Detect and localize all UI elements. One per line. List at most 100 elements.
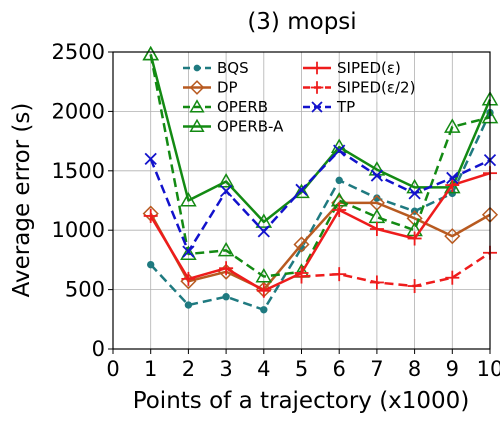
- y-tick-label: 2500: [52, 40, 105, 64]
- data-point: [332, 203, 347, 218]
- data-point: [182, 245, 195, 258]
- legend-label: BQS: [217, 59, 249, 77]
- data-point: [260, 306, 268, 314]
- data-point: [181, 271, 196, 286]
- data-point: [217, 241, 235, 257]
- x-tick-label: 10: [477, 357, 500, 381]
- data-point: [369, 275, 384, 290]
- legend-item: OPERB: [183, 98, 268, 116]
- data-point: [189, 118, 205, 132]
- data-point: [219, 184, 233, 198]
- y-axis-label: Average error (s): [9, 103, 35, 298]
- x-tick-label: 7: [370, 357, 383, 381]
- data-point: [310, 61, 324, 75]
- legend-label: OPERB: [217, 98, 268, 116]
- series-dp: [142, 194, 499, 298]
- data-point: [255, 268, 273, 283]
- legend-label: SIPED(ε): [337, 59, 401, 77]
- series-line: [149, 112, 492, 312]
- series-operb-a: [142, 45, 499, 228]
- legend-label: DP: [217, 79, 238, 97]
- data-point-stroke: [311, 101, 323, 113]
- legend-label: TP: [336, 98, 355, 116]
- series-line: [149, 171, 491, 293]
- data-point-stroke: [333, 144, 346, 157]
- legend-item: TP: [303, 98, 355, 116]
- data-point: [294, 269, 309, 284]
- data-point: [408, 187, 421, 200]
- y-tick-label: 1500: [52, 159, 105, 183]
- data-point: [311, 101, 323, 113]
- legend-item: SIPED(ε): [303, 59, 401, 77]
- data-point: [189, 99, 205, 113]
- x-axis-label: Points of a trajectory (x1000): [133, 388, 470, 414]
- data-point: [293, 236, 310, 253]
- data-point-stroke: [219, 184, 233, 198]
- data-point: [444, 118, 461, 133]
- data-point-stroke: [446, 171, 459, 185]
- data-point: [444, 178, 461, 194]
- data-point: [180, 191, 197, 207]
- legend-label: OPERB-A: [217, 118, 284, 136]
- x-tick-label: 0: [106, 357, 119, 381]
- series-line: [301, 251, 491, 288]
- data-point: [222, 293, 230, 301]
- series-line: [149, 149, 491, 253]
- x-tick-label: 5: [295, 357, 308, 381]
- x-tick-label: 9: [446, 357, 459, 381]
- legend-item: DP: [183, 79, 238, 97]
- data-point: [257, 225, 270, 238]
- data-point: [193, 64, 201, 72]
- data-point: [333, 144, 346, 157]
- data-point-stroke: [257, 225, 270, 238]
- data-point: [335, 176, 343, 185]
- legend-item: SIPED(ε/2): [303, 79, 415, 97]
- legend-item: OPERB-A: [183, 118, 284, 136]
- series-siped-2: [294, 245, 497, 294]
- data-point: [295, 183, 308, 196]
- chart-title: (3) mopsi: [247, 9, 356, 35]
- data-point: [332, 267, 347, 282]
- data-point: [255, 213, 273, 228]
- x-tick-label: 3: [219, 357, 232, 381]
- legend-label: SIPED(ε/2): [337, 79, 415, 97]
- y-tick-label: 1000: [52, 218, 105, 242]
- data-point: [256, 283, 271, 298]
- series-line: [149, 54, 492, 224]
- x-tick-label: 6: [333, 357, 346, 381]
- grid: [112, 51, 491, 350]
- data-point: [310, 81, 324, 94]
- x-tick-label: 4: [257, 357, 270, 381]
- data-point: [142, 45, 159, 61]
- data-point: [407, 279, 422, 294]
- y-tick-label: 0: [92, 337, 105, 361]
- y-tick-label: 2000: [52, 99, 105, 123]
- data-point: [407, 231, 422, 246]
- data-point: [444, 228, 461, 245]
- data-point-stroke: [295, 183, 308, 196]
- data-point: [184, 301, 193, 309]
- data-point: [445, 270, 460, 285]
- data-point: [369, 222, 384, 237]
- data-point: [217, 172, 235, 188]
- data-point-stroke: [370, 169, 384, 182]
- y-tick-label: 500: [65, 278, 105, 302]
- data-point: [143, 208, 158, 223]
- data-point: [189, 80, 205, 95]
- data-point: [147, 260, 155, 269]
- data-point: [370, 169, 384, 182]
- series-line: [149, 54, 491, 278]
- data-point-stroke: [182, 245, 195, 258]
- x-tick-label: 1: [144, 357, 157, 381]
- data-point: [219, 261, 234, 276]
- data-point: [180, 245, 197, 260]
- data-point: [144, 152, 157, 166]
- x-tick-label: 8: [408, 357, 421, 381]
- series-lines: [142, 45, 499, 314]
- data-point: [293, 183, 310, 199]
- data-point: [446, 171, 459, 185]
- data-point: [445, 178, 460, 193]
